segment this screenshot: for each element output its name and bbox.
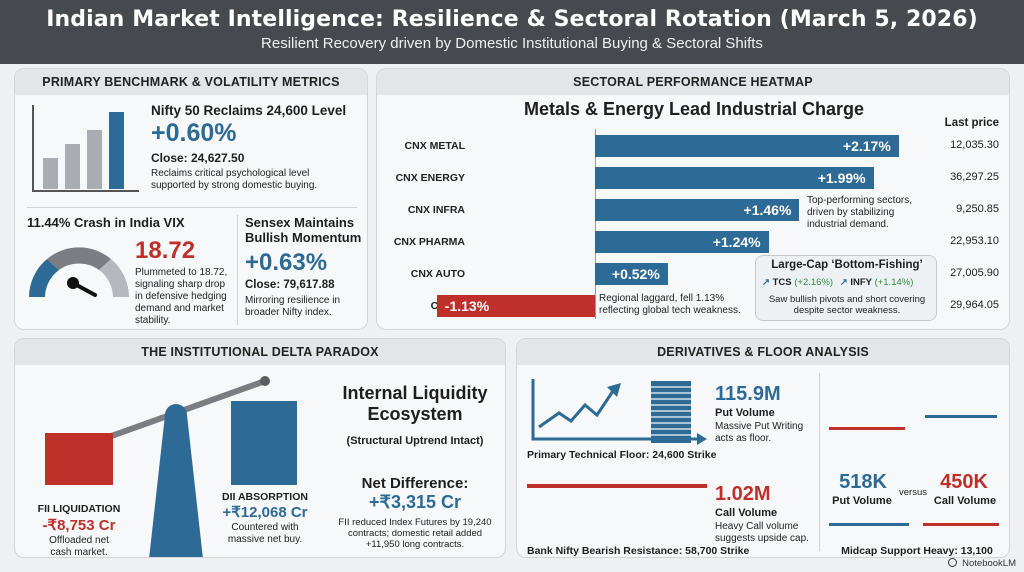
heatmap-panel-title: SECTORAL PERFORMANCE HEATMAP [377,69,1009,95]
put-volume-note: Massive Put Writing acts as floor. [715,421,804,444]
put-volume: 115.9M [715,383,781,405]
midcap-red-line-top [829,427,905,430]
sensex-heading: Sensex Maintains Bullish Momentum [245,215,362,245]
sector-price: 12,035.30 [950,139,999,151]
infy-change: (+1.14%) [874,277,914,288]
price-header: Last price [944,117,999,129]
sector-bar: +1.24% [595,231,769,253]
top-sectors-note: Top-performing sectors, driven by stabil… [807,195,913,230]
midcap-blue-line-bottom [829,523,909,526]
heatmap-panel: SECTORAL PERFORMANCE HEATMAP Metals & En… [376,68,1010,330]
sector-price: 29,964.05 [950,299,999,311]
sector-bar: +1.99% [595,167,874,189]
zero-axis [595,129,596,319]
midcap-blue-line-top [925,415,997,418]
balance-scale-icon [72,376,270,557]
dii-block [231,401,297,485]
large-cap-callout: Large-Cap ‘Bottom-Fishing’ ↗ TCS (+2.16%… [755,255,937,321]
sector-label: CNX PHARMA [393,236,465,248]
benchmark-hdivider [27,207,357,208]
brand-badge: NotebookLM [948,558,1016,569]
header: Indian Market Intelligence: Resilience &… [0,0,1024,64]
brand-logo-icon [948,558,958,567]
sector-label: CNX ENERGY [395,172,465,184]
sector-bar: +1.46% [595,199,800,221]
sector-price: 22,953.10 [950,235,999,247]
midcap-red-line-bottom [923,523,999,526]
benchmark-vdivider [237,215,238,325]
delta-panel: THE INSTITUTIONAL DELTA PARADOX FII LIQU… [14,338,506,558]
callout-title: Large-Cap ‘Bottom-Fishing’ [771,259,923,271]
midcap-call-label: Call Volume [933,495,997,507]
benchmark-panel-title: PRIMARY BENCHMARK & VOLATILITY METRICS [15,69,367,95]
ecosystem-title: Internal Liquidity Ecosystem [342,383,488,424]
net-note: FII reduced Index Futures by 19,240 cont… [338,517,492,550]
trend-chart-icon [531,379,707,445]
midcap-call-volume: 450K [940,471,988,493]
ecosystem-sub: (Structural Uptrend Intact) [346,435,484,447]
vix-heading: 11.44% Crash in India VIX [27,215,185,230]
call-volume-label: Call Volume [715,507,778,519]
gauge-icon [29,247,129,297]
net-label: Net Difference: [361,475,469,492]
vix-note: Plummeted to 18.72, signaling sharp drop… [135,267,228,326]
derivatives-panel: DERIVATIVES & FLOOR ANALYSIS 115.9M Put … [516,338,1010,558]
dii-label: DII ABSORPTION [222,491,308,503]
page-subtitle: Resilient Recovery driven by Domestic In… [261,35,763,52]
heatmap-subtitle: Metals & Energy Lead Industrial Charge [523,99,865,119]
fii-value: -₹8,753 Cr [42,517,116,534]
put-volume-stack-icon [651,381,691,443]
midcap-put-volume: 518K [839,471,887,493]
versus-label: versus [899,487,927,498]
sector-price: 27,005.90 [950,267,999,279]
nifty-heading: Nifty 50 Reclaims 24,600 Level [151,103,347,118]
fii-note: Offloaded net cash market. [49,535,109,558]
call-volume: 1.02M [715,483,771,505]
derivatives-vdivider [819,373,820,551]
put-volume-label: Put Volume [715,407,775,419]
dii-note: Countered with massive net buy. [227,522,303,545]
page-title: Indian Market Intelligence: Resilience &… [46,7,978,32]
vix-value: 18.72 [135,237,196,264]
dii-value: +₹12,068 Cr [222,504,308,521]
sector-bar: +2.17% [595,135,899,157]
sector-price: 9,250.85 [956,203,999,215]
fii-block [45,433,113,485]
nifty-close: Close: 24,627.50 [151,151,245,165]
midcap-put-label: Put Volume [832,495,892,507]
sector-price: 36,297.25 [950,171,999,183]
resistance-red-line [527,484,707,488]
sector-label: CNX INFRA [407,204,465,216]
trend-up-icon: ↗ [762,277,770,288]
tcs-change: (+2.16%) [794,277,834,288]
technical-floor: Primary Technical Floor: 24,600 Strike [527,449,717,461]
trend-up-icon: ↗ [839,277,848,288]
bank-nifty-resistance: Bank Nifty Bearish Resistance: 58,700 St… [527,545,750,557]
nifty-change: +0.60% [151,119,237,147]
callout-note: Saw bullish pivots and short covering de… [768,294,926,316]
tcs-name: TCS [772,277,792,288]
it-note: Regional laggard, fell 1.13% reflecting … [599,293,741,316]
call-volume-note: Heavy Call volume suggests upside cap. [715,521,809,544]
callout-tickers: ↗ TCS (+2.16%) ↗ INFY (+1.14%) [762,277,913,288]
net-value: +₹3,315 Cr [368,492,461,512]
midcap-support: Midcap Support Heavy: 13,100 [841,545,993,557]
sector-bar: +0.52% [595,263,668,285]
derivatives-panel-title: DERIVATIVES & FLOOR ANALYSIS [517,339,1009,365]
sensex-change: +0.63% [245,249,328,276]
sensex-note: Mirroring resilience in broader Nifty in… [245,295,341,318]
fii-label: FII LIQUIDATION [37,503,121,515]
sector-bar: -1.13% [436,295,595,317]
benchmark-panel: PRIMARY BENCHMARK & VOLATILITY METRICS N… [14,68,368,330]
bar-chart-icon [32,105,139,192]
brand-name: NotebookLM [962,558,1016,569]
sector-label: CNX METAL [404,140,465,152]
infy-name: INFY [850,277,872,288]
nifty-note: Reclaims critical psychological level su… [151,168,318,191]
sensex-close: Close: 79,617.88 [245,279,335,291]
delta-panel-title: THE INSTITUTIONAL DELTA PARADOX [15,339,505,365]
sector-label: CNX AUTO [410,268,465,280]
